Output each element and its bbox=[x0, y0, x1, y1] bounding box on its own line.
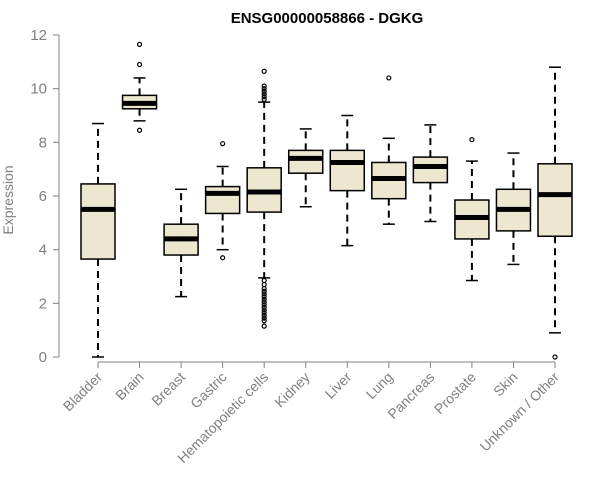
outlier-point bbox=[136, 41, 143, 47]
y-tick-label-12: 12 bbox=[30, 27, 47, 44]
outlier-point bbox=[261, 288, 267, 294]
outlier-point bbox=[261, 281, 267, 288]
outlier-point bbox=[261, 307, 267, 313]
iqr-box bbox=[287, 149, 324, 174]
box-hematopoietic-cells bbox=[246, 68, 282, 329]
outlier-point bbox=[136, 127, 143, 133]
outlier-point bbox=[261, 285, 267, 292]
box-kidney bbox=[287, 128, 324, 208]
outlier-point bbox=[261, 302, 267, 308]
outlier-point bbox=[261, 94, 267, 100]
x-tick-label-lung: Lung bbox=[363, 369, 396, 402]
box-breast bbox=[163, 188, 199, 298]
y-tick-label-0: 0 bbox=[39, 349, 47, 366]
y-tick-label-6: 6 bbox=[39, 188, 47, 205]
x-tick-label-skin: Skin bbox=[490, 369, 521, 400]
box-gastric bbox=[204, 141, 241, 261]
x-tick-label-unknown-other: Unknown / Other bbox=[477, 369, 563, 455]
iqr-box bbox=[329, 149, 366, 192]
iqr-box bbox=[80, 183, 116, 260]
outlier-point bbox=[261, 91, 267, 97]
outlier-point bbox=[261, 83, 267, 89]
outlier-point bbox=[261, 318, 267, 324]
box-prostate bbox=[454, 137, 490, 282]
y-tick-label-4: 4 bbox=[39, 242, 47, 259]
box-skin bbox=[495, 152, 532, 266]
outlier-point bbox=[261, 88, 267, 94]
y-tick-label-2: 2 bbox=[39, 295, 47, 312]
outlier-point bbox=[261, 304, 267, 310]
outlier-point bbox=[386, 75, 392, 81]
outlier-point bbox=[261, 323, 267, 329]
x-tick-label-bladder: Bladder bbox=[60, 369, 106, 415]
outlier-point bbox=[261, 277, 267, 284]
outlier-point bbox=[261, 68, 267, 74]
iqr-box bbox=[204, 185, 241, 215]
y-axis-ticks: 0 2 4 6 8 10 12 bbox=[30, 27, 59, 366]
box-lung bbox=[371, 75, 407, 225]
y-axis-label: Expression bbox=[0, 165, 16, 234]
outlier-point bbox=[261, 291, 267, 297]
box-brain bbox=[121, 41, 158, 133]
outlier-point bbox=[261, 294, 267, 300]
y-tick-label-10: 10 bbox=[30, 81, 47, 98]
outlier-point bbox=[261, 310, 267, 316]
x-tick-label-liver: Liver bbox=[322, 369, 355, 402]
outlier-point bbox=[261, 315, 267, 321]
x-tick-label-brain: Brain bbox=[112, 369, 146, 403]
box-group bbox=[80, 41, 573, 360]
iqr-box bbox=[412, 156, 449, 184]
outlier-point bbox=[220, 141, 226, 147]
outlier-point bbox=[552, 354, 558, 360]
box-bladder bbox=[80, 122, 116, 358]
outlier-point bbox=[469, 137, 475, 143]
x-tick-label-kidney: Kidney bbox=[271, 369, 313, 411]
box-unknown-other bbox=[537, 66, 573, 360]
outlier-point bbox=[261, 299, 267, 305]
outlier-point bbox=[261, 86, 267, 92]
box-liver bbox=[329, 114, 366, 247]
outlier-point bbox=[261, 296, 267, 302]
outlier-point bbox=[261, 96, 267, 103]
outlier-point bbox=[136, 61, 143, 68]
x-tick-label-prostate: Prostate bbox=[431, 369, 479, 417]
x-tick-label-breast: Breast bbox=[148, 369, 188, 409]
outlier-point bbox=[220, 255, 226, 261]
chart-title: ENSG00000058866 - DGKG bbox=[231, 10, 424, 27]
y-tick-label-8: 8 bbox=[39, 134, 47, 151]
box-pancreas bbox=[412, 124, 449, 223]
iqr-box bbox=[537, 163, 573, 237]
outlier-point bbox=[261, 312, 267, 319]
